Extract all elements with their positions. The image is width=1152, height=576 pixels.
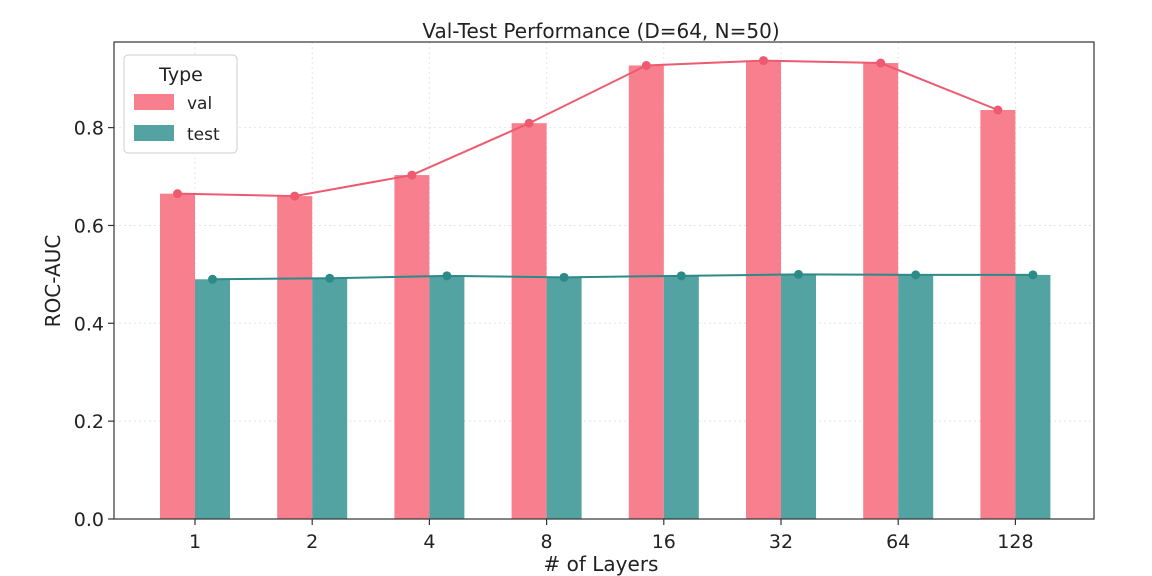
legend-swatch-val [134, 94, 174, 110]
bar-val [160, 193, 195, 519]
chart-title: Val-Test Performance (D=64, N=50) [422, 19, 779, 43]
x-tick-label: 32 [769, 531, 793, 553]
point-test [208, 274, 217, 284]
x-tick-label: 128 [997, 531, 1033, 553]
series-line-test [212, 273, 1033, 281]
bar-val [511, 123, 547, 519]
bar-test [663, 275, 699, 519]
point-test [676, 271, 686, 281]
bar-test [546, 277, 582, 519]
bar-val [394, 175, 430, 519]
point-val [173, 189, 182, 199]
bar-val [277, 196, 313, 519]
grid [114, 42, 1094, 519]
bar-val [863, 63, 899, 519]
point-test [911, 270, 921, 280]
bar-test [781, 274, 816, 519]
legend-label-test: test [187, 125, 220, 145]
bar-val [980, 110, 1016, 519]
bar-test [898, 274, 934, 519]
series-line-val [177, 59, 999, 198]
point-test [325, 273, 335, 283]
point-val [876, 58, 886, 68]
x-tick-label: 64 [886, 531, 910, 553]
bars [160, 60, 1051, 520]
bar-test [312, 278, 348, 519]
y-tick-label: 0.8 [74, 118, 104, 140]
point-test [794, 269, 803, 279]
point-val [407, 170, 417, 180]
legend-swatch-test [134, 125, 174, 141]
legend: Type val test [123, 54, 238, 154]
y-tick-label: 0.2 [74, 411, 104, 433]
y-axis-label: ROC-AUC [41, 235, 65, 328]
point-test [1028, 270, 1038, 280]
x-tick-label: 16 [652, 531, 676, 553]
plot-frame [113, 41, 1095, 520]
bar-test [1015, 274, 1051, 519]
x-tick-label: 1 [189, 531, 201, 553]
bar-test [195, 279, 230, 519]
legend-title: Type [158, 64, 203, 86]
bar-val [746, 60, 781, 520]
series-lines [173, 56, 1038, 284]
x-tick-label: 8 [541, 531, 553, 553]
y-tick-label: 0.4 [74, 313, 104, 335]
point-val [993, 105, 1003, 115]
bar-test [429, 275, 465, 519]
point-val [641, 60, 651, 70]
x-tick-label: 4 [423, 531, 435, 553]
point-val [759, 56, 768, 66]
y-tick-label: 0.0 [74, 509, 104, 531]
point-val [290, 191, 300, 201]
point-test [442, 271, 452, 281]
point-val [524, 118, 534, 128]
legend-label-val: val [187, 94, 212, 114]
bar-val [628, 65, 664, 519]
x-tick-label: 2 [306, 531, 318, 553]
point-test [559, 272, 569, 282]
y-axis-ticks: 0.0 0.2 0.4 0.6 0.8 [74, 118, 114, 531]
x-axis-label: # of Layers [544, 552, 659, 576]
x-axis-ticks: 1 2 4 8 16 32 64 128 [189, 519, 1034, 553]
y-tick-label: 0.6 [74, 215, 104, 237]
